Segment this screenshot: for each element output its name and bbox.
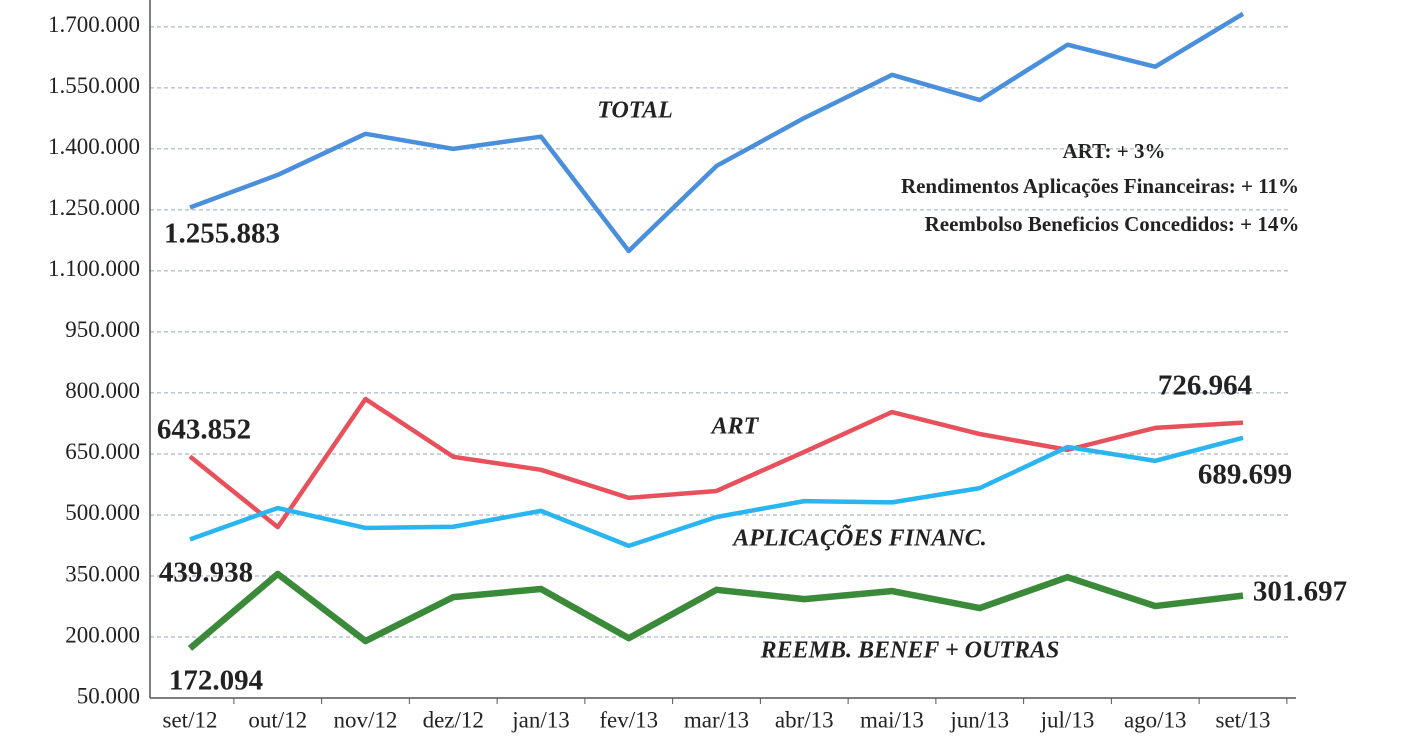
y-tick-label: 50.000 [77,683,140,708]
series-label: APLICAÇÕES FINANC. [731,526,986,552]
x-tick-label: set/13 [1216,707,1271,732]
y-tick-label: 800.000 [65,378,140,403]
y-tick-label: 1.550.000 [48,73,140,98]
x-tick-label: ago/13 [1124,707,1187,732]
x-tick-label: mai/13 [860,707,924,732]
line [188,396,1244,530]
data-label: 1.255.883 [164,218,280,250]
y-tick-label: 1.100.000 [48,256,140,281]
x-tick-label: fev/13 [599,707,658,732]
x-tick-label: nov/12 [334,707,398,732]
y-tick-label: 1.700.000 [48,12,140,37]
y-tick-label: 1.400.000 [48,134,140,159]
series-label: TOTAL [597,98,673,124]
series-label: REEMB. BENEF + OUTRAS [760,638,1060,664]
y-tick-label: 1.250.000 [48,195,140,220]
annotation: ART: + 3% [1062,139,1165,163]
annotation: Reembolso Beneficios Concedidos: + 14% [925,212,1300,236]
data-label: 301.697 [1253,576,1347,608]
data-label: 172.094 [169,665,263,697]
x-tick-label: mar/13 [684,707,749,732]
y-tick-label: 650.000 [65,439,140,464]
y-tick-label: 350.000 [65,561,140,586]
y-tick-label: 950.000 [65,317,140,342]
x-tick-label: out/12 [248,707,307,732]
data-label: 689.699 [1198,459,1292,491]
x-tick-label: jan/13 [511,707,570,732]
series-label: ART [710,414,760,440]
data-label: 643.852 [157,414,251,446]
line [187,570,1244,651]
x-tick-label: jun/13 [949,707,1009,732]
line [189,435,1244,549]
data-label: 439.938 [159,557,253,589]
line [189,11,1245,254]
y-tick-label: 500.000 [65,500,140,525]
y-tick-label: 200.000 [65,622,140,647]
x-tick-label: jul/13 [1040,707,1095,732]
annotation: Rendimentos Aplicações Financeiras: + 11… [901,174,1299,198]
x-tick-label: abr/13 [775,707,834,732]
x-tick-label: set/12 [163,707,218,732]
x-tick-label: dez/12 [423,707,484,732]
data-label: 726.964 [1158,370,1252,402]
